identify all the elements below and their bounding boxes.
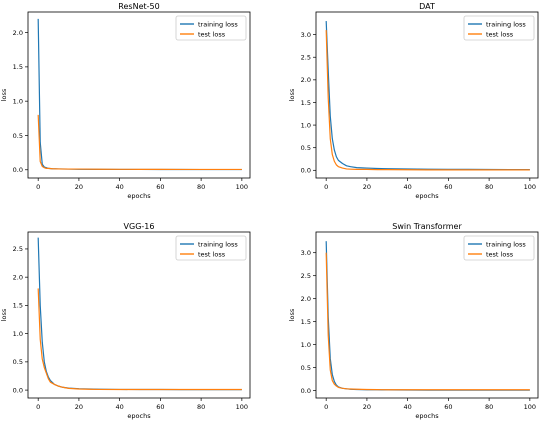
x-tick-label: 40 [116, 403, 124, 411]
y-axis-label: loss [0, 308, 8, 321]
x-axis-label: epochs [415, 192, 439, 200]
x-tick-label: 100 [236, 403, 248, 411]
x-tick-label: 20 [75, 183, 83, 191]
y-tick-label: 0.0 [13, 386, 23, 394]
y-tick-label: 1.0 [13, 330, 23, 338]
axes-frame [27, 11, 251, 179]
x-tick-label: 40 [116, 183, 124, 191]
y-tick-label: 1.5 [301, 318, 311, 326]
x-tick-label: 100 [524, 403, 536, 411]
legend: training loss test loss [175, 15, 247, 41]
x-tick-label: 0 [36, 403, 40, 411]
y-tick-label: 1.0 [301, 341, 311, 349]
y-tick-label: 0.5 [301, 364, 311, 372]
x-tick-label: 40 [404, 403, 412, 411]
legend-label-1: test loss [198, 30, 226, 38]
series-line-1 [325, 252, 530, 391]
y-tick-label: 0.5 [13, 358, 23, 366]
chart-panel-0: 0 20 40 60 80 100 0.0 0.5 1.0 1.5 2.0 ResNet-50 epoc… [0, 2, 251, 200]
x-tick-label: 80 [197, 403, 205, 411]
y-tick-label: 2.5 [13, 245, 23, 253]
x-tick-label: 0 [324, 183, 328, 191]
x-tick-label: 0 [324, 403, 328, 411]
y-tick-label: 1.0 [13, 97, 23, 105]
chart-title: VGG-16 [124, 222, 155, 231]
x-axis-label: epochs [127, 192, 151, 200]
y-tick-label: 2.0 [301, 295, 311, 303]
y-tick-label: 0.0 [301, 167, 311, 175]
legend: training loss test loss [175, 235, 247, 261]
y-tick-label: 0.5 [13, 132, 23, 140]
chart-title: ResNet-50 [118, 2, 159, 11]
y-tick-label: 0.5 [301, 144, 311, 152]
x-tick-label: 60 [444, 403, 452, 411]
chart-panel-2: 0 20 40 60 80 100 0.0 0.5 1.0 1.5 2.0 2.5 VGG-16 epoc… [0, 222, 251, 420]
x-tick-label: 20 [363, 183, 371, 191]
chart-title: DAT [419, 2, 435, 11]
y-tick-label: 1.0 [301, 121, 311, 129]
x-axis-label: epochs [415, 412, 439, 420]
x-tick-label: 80 [197, 183, 205, 191]
x-tick-label: 100 [236, 183, 248, 191]
series-line-0 [325, 21, 530, 171]
series-line-1 [37, 114, 242, 171]
y-tick-label: 2.0 [13, 273, 23, 281]
y-axis-label: loss [0, 88, 8, 101]
y-axis-label: loss [288, 88, 296, 101]
x-tick-label: 80 [485, 403, 493, 411]
chart-title: Swin Transformer [392, 222, 462, 231]
legend-label-0: training loss [486, 20, 526, 28]
y-tick-label: 2.5 [301, 54, 311, 62]
legend-label-0: training loss [198, 240, 238, 248]
legend-label-1: test loss [486, 30, 514, 38]
y-tick-label: 0.0 [13, 166, 23, 174]
x-tick-label: 60 [156, 403, 164, 411]
legend-label-1: test loss [486, 250, 514, 258]
series-line-0 [325, 241, 530, 391]
axes-frame [315, 231, 539, 399]
y-axis-label: loss [288, 308, 296, 321]
x-tick-label: 0 [36, 183, 40, 191]
series-line-1 [325, 30, 530, 171]
series-line-0 [37, 18, 242, 171]
chart-panel-1: 0 20 40 60 80 100 0.0 0.5 1.0 1.5 2.0 2.5 3.0 DAT epoc… [288, 2, 539, 200]
y-tick-label: 1.5 [13, 63, 23, 71]
x-tick-label: 80 [485, 183, 493, 191]
y-tick-label: 2.5 [301, 272, 311, 280]
axes-frame [315, 11, 539, 179]
y-tick-label: 2.0 [13, 29, 23, 37]
x-tick-label: 20 [75, 403, 83, 411]
axes-frame [27, 231, 251, 399]
y-tick-label: 3.0 [301, 31, 311, 39]
y-tick-label: 2.0 [301, 76, 311, 84]
x-tick-label: 60 [444, 183, 452, 191]
legend-label-0: training loss [198, 20, 238, 28]
x-tick-label: 100 [524, 183, 536, 191]
x-tick-label: 20 [363, 403, 371, 411]
x-tick-label: 60 [156, 183, 164, 191]
y-tick-label: 0.0 [301, 387, 311, 395]
legend: training loss test loss [463, 15, 535, 41]
legend-label-0: training loss [486, 240, 526, 248]
series-line-1 [37, 288, 242, 391]
x-axis-label: epochs [127, 412, 151, 420]
y-tick-label: 3.0 [301, 249, 311, 257]
x-tick-label: 40 [404, 183, 412, 191]
legend: training loss test loss [463, 235, 535, 261]
series-line-0 [37, 237, 242, 391]
y-tick-label: 1.5 [301, 99, 311, 107]
legend-label-1: test loss [198, 250, 226, 258]
chart-panel-3: 0 20 40 60 80 100 0.0 0.5 1.0 1.5 2.0 2.5 3.0 Swin Tr… [288, 222, 539, 420]
y-tick-label: 1.5 [13, 302, 23, 310]
